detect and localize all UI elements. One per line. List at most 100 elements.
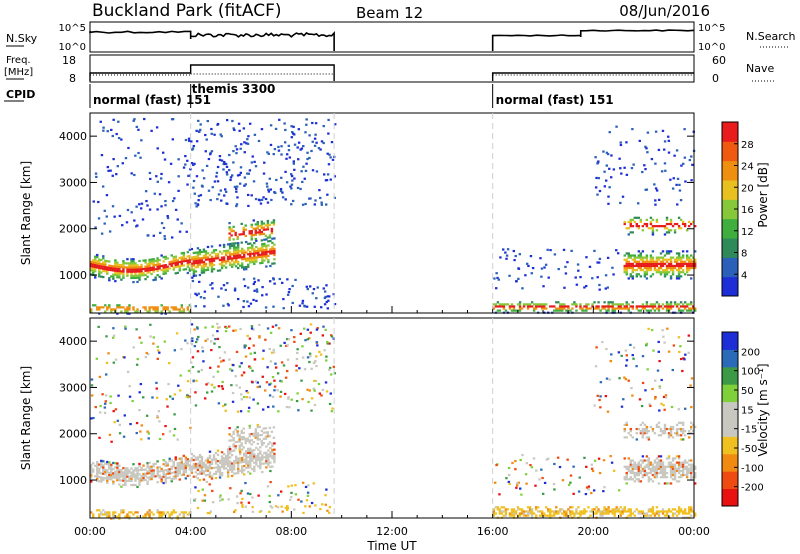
- data-cell: [257, 465, 260, 468]
- data-cell: [651, 480, 655, 483]
- data-cell: [100, 267, 103, 270]
- data-cell: [689, 260, 693, 263]
- data-cell: [679, 345, 682, 348]
- data-cell: [613, 309, 616, 312]
- data-cell: [203, 499, 207, 502]
- data-cell: [518, 307, 522, 310]
- data-cell: [665, 218, 669, 221]
- data-cell: [241, 465, 244, 468]
- data-cell: [267, 459, 270, 462]
- data-cell: [96, 473, 99, 476]
- data-cell: [671, 478, 675, 481]
- data-cell: [249, 252, 252, 256]
- data-cell: [102, 126, 105, 129]
- data-cell: [112, 480, 115, 483]
- y-tick-label: 4000: [59, 335, 87, 348]
- data-cell: [236, 246, 240, 249]
- data-cell: [526, 510, 530, 513]
- data-cell: [130, 258, 133, 261]
- data-cell: [182, 467, 186, 470]
- data-cell: [329, 392, 332, 395]
- data-cell: [232, 510, 236, 514]
- data-cell: [651, 474, 655, 477]
- data-cell: [253, 289, 256, 292]
- data-cell: [285, 508, 289, 512]
- data-cell: [110, 517, 113, 520]
- data-cell: [257, 458, 260, 462]
- data-cell: [637, 264, 641, 268]
- data-cell: [606, 410, 610, 413]
- data-cell: [122, 509, 125, 512]
- data-cell: [173, 427, 177, 431]
- data-cell: [306, 157, 309, 161]
- data-cell: [307, 484, 310, 487]
- data-cell: [663, 514, 667, 517]
- data-cell: [502, 514, 506, 517]
- data-cell: [268, 383, 271, 386]
- data-cell: [253, 358, 257, 361]
- data-cell: [313, 379, 316, 382]
- data-cell: [243, 464, 246, 468]
- data-cell: [246, 439, 249, 442]
- data-cell: [154, 310, 157, 313]
- data-cell: [224, 260, 228, 263]
- data-cell: [138, 469, 141, 472]
- data-cell: [226, 460, 230, 463]
- data-cell: [124, 479, 127, 482]
- data-cell: [677, 455, 681, 458]
- data-cell: [324, 203, 328, 206]
- data-cell: [627, 227, 630, 230]
- data-cell: [231, 174, 234, 177]
- data-cell: [172, 463, 175, 466]
- data-cell: [667, 231, 671, 234]
- data-cell: [268, 435, 272, 438]
- data-cell: [280, 361, 284, 364]
- data-cell: [691, 307, 695, 310]
- data-cell: [253, 260, 256, 263]
- data-cell: [607, 305, 610, 308]
- data-cell: [683, 474, 687, 477]
- data-cell: [527, 264, 530, 268]
- data-cell: [571, 512, 574, 515]
- data-cell: [645, 430, 649, 433]
- data-cell: [118, 517, 121, 520]
- data-cell: [164, 477, 167, 480]
- data-cell: [128, 264, 131, 267]
- data-cell: [528, 512, 532, 515]
- data-cell: [96, 260, 99, 263]
- data-cell: [152, 473, 155, 476]
- data-cell: [106, 471, 109, 474]
- data-cell: [284, 128, 287, 132]
- data-cell: [162, 471, 165, 474]
- data-cell: [248, 441, 251, 444]
- data-cell: [659, 225, 663, 228]
- data-cell: [653, 461, 657, 464]
- data-cell: [625, 471, 628, 475]
- data-cell: [645, 260, 649, 263]
- data-cell: [136, 268, 139, 271]
- data-cell: [555, 307, 558, 310]
- data-cell: [685, 271, 689, 274]
- data-cell: [176, 263, 179, 266]
- data-cell: [304, 485, 308, 489]
- data-cell: [247, 410, 250, 413]
- data-cell: [547, 510, 550, 513]
- data-cell: [547, 457, 550, 460]
- data-cell: [235, 204, 238, 208]
- data-cell: [208, 260, 212, 263]
- data-cell: [599, 510, 602, 513]
- data-cell: [260, 230, 264, 234]
- data-cell: [268, 510, 271, 513]
- data-cell: [216, 464, 220, 467]
- data-cell: [675, 262, 679, 265]
- data-cell: [140, 475, 143, 478]
- data-cell: [188, 254, 192, 258]
- data-cell: [218, 465, 222, 469]
- data-cell: [182, 465, 186, 468]
- data-cell: [162, 270, 165, 273]
- data-cell: [516, 508, 520, 511]
- data-cell: [207, 382, 210, 385]
- data-cell: [146, 310, 149, 313]
- data-cell: [242, 300, 246, 303]
- data-cell: [102, 255, 105, 258]
